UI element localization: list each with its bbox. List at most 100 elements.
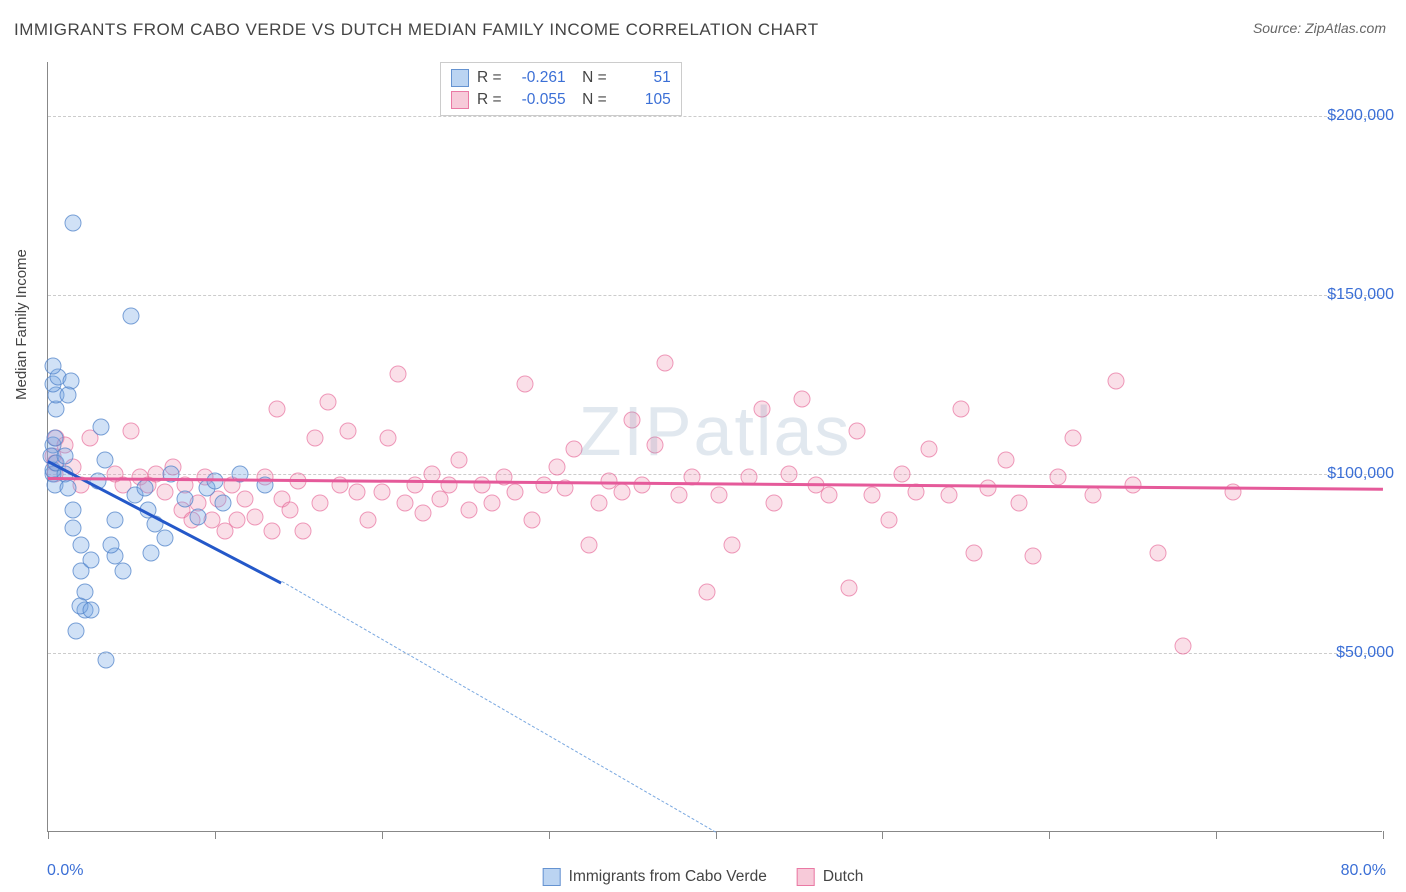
scatter-point [65, 519, 82, 536]
scatter-point [1124, 476, 1141, 493]
legend-swatch [451, 91, 469, 109]
legend-r-label: R = [477, 69, 502, 87]
scatter-point [710, 487, 727, 504]
x-tick [215, 831, 216, 839]
scatter-point [96, 451, 113, 468]
scatter-point [206, 473, 223, 490]
x-tick [48, 831, 49, 839]
y-tick-label: $100,000 [1327, 465, 1394, 483]
scatter-point [647, 437, 664, 454]
scatter-point [83, 551, 100, 568]
scatter-point [450, 451, 467, 468]
scatter-point [724, 537, 741, 554]
series-legend: Immigrants from Cabo Verde Dutch [543, 868, 864, 886]
scatter-point [881, 512, 898, 529]
scatter-point [1174, 637, 1191, 654]
scatter-point [373, 483, 390, 500]
scatter-point [440, 476, 457, 493]
scatter-point [624, 412, 641, 429]
gridline-h [48, 295, 1382, 296]
scatter-point [535, 476, 552, 493]
legend-series-label: Dutch [823, 868, 864, 886]
scatter-point [60, 480, 77, 497]
scatter-point [565, 440, 582, 457]
x-tick [882, 831, 883, 839]
scatter-point [215, 494, 232, 511]
scatter-point [45, 358, 62, 375]
scatter-point [106, 512, 123, 529]
scatter-point [634, 476, 651, 493]
scatter-point [136, 480, 153, 497]
scatter-point [517, 376, 534, 393]
scatter-point [548, 458, 565, 475]
x-axis-max-label: 80.0% [1341, 862, 1386, 880]
scatter-point [590, 494, 607, 511]
gridline-h [48, 116, 1382, 117]
scatter-point [397, 494, 414, 511]
scatter-point [176, 490, 193, 507]
scatter-point [523, 512, 540, 529]
correlation-legend: R =-0.261 N =51R =-0.055 N =105 [440, 62, 682, 116]
scatter-point [390, 365, 407, 382]
chart-title: IMMIGRANTS FROM CABO VERDE VS DUTCH MEDI… [14, 20, 819, 40]
x-tick [1383, 831, 1384, 839]
scatter-point [765, 494, 782, 511]
scatter-point [699, 584, 716, 601]
scatter-point [820, 487, 837, 504]
x-axis-min-label: 0.0% [47, 862, 83, 880]
scatter-point [103, 537, 120, 554]
scatter-point [312, 494, 329, 511]
scatter-point [495, 469, 512, 486]
scatter-point [754, 401, 771, 418]
y-tick-label: $200,000 [1327, 107, 1394, 125]
scatter-point [1108, 372, 1125, 389]
legend-swatch [543, 868, 561, 886]
scatter-point [460, 501, 477, 518]
y-tick-label: $50,000 [1336, 644, 1394, 662]
legend-correlation-row: R =-0.261 N =51 [451, 67, 671, 89]
scatter-point [507, 483, 524, 500]
scatter-point [246, 508, 263, 525]
scatter-point [83, 601, 100, 618]
legend-r-value: -0.055 [510, 91, 566, 109]
scatter-point [1011, 494, 1028, 511]
scatter-point [966, 544, 983, 561]
scatter-point [340, 422, 357, 439]
x-tick [549, 831, 550, 839]
scatter-point [580, 537, 597, 554]
scatter-point [841, 580, 858, 597]
scatter-point [320, 394, 337, 411]
y-axis-label: Median Family Income [13, 249, 30, 400]
scatter-point [307, 430, 324, 447]
scatter-point [941, 487, 958, 504]
scatter-point [123, 308, 140, 325]
scatter-point [65, 215, 82, 232]
scatter-point [348, 483, 365, 500]
scatter-point [614, 483, 631, 500]
legend-swatch [451, 69, 469, 87]
scatter-point [68, 623, 85, 640]
scatter-point [98, 652, 115, 669]
scatter-point [979, 480, 996, 497]
scatter-point [156, 483, 173, 500]
scatter-point [263, 523, 280, 540]
scatter-point [952, 401, 969, 418]
scatter-point [415, 505, 432, 522]
scatter-point [657, 354, 674, 371]
x-tick [382, 831, 383, 839]
scatter-point [670, 487, 687, 504]
scatter-point [849, 422, 866, 439]
scatter-point [236, 490, 253, 507]
scatter-point [115, 562, 132, 579]
scatter-point [60, 387, 77, 404]
scatter-point [864, 487, 881, 504]
legend-series-item: Immigrants from Cabo Verde [543, 868, 767, 886]
scatter-point [156, 530, 173, 547]
legend-series-item: Dutch [797, 868, 864, 886]
legend-series-label: Immigrants from Cabo Verde [569, 868, 767, 886]
scatter-point [56, 447, 73, 464]
x-tick [1049, 831, 1050, 839]
scatter-point [1084, 487, 1101, 504]
scatter-point [1024, 548, 1041, 565]
scatter-point [997, 451, 1014, 468]
